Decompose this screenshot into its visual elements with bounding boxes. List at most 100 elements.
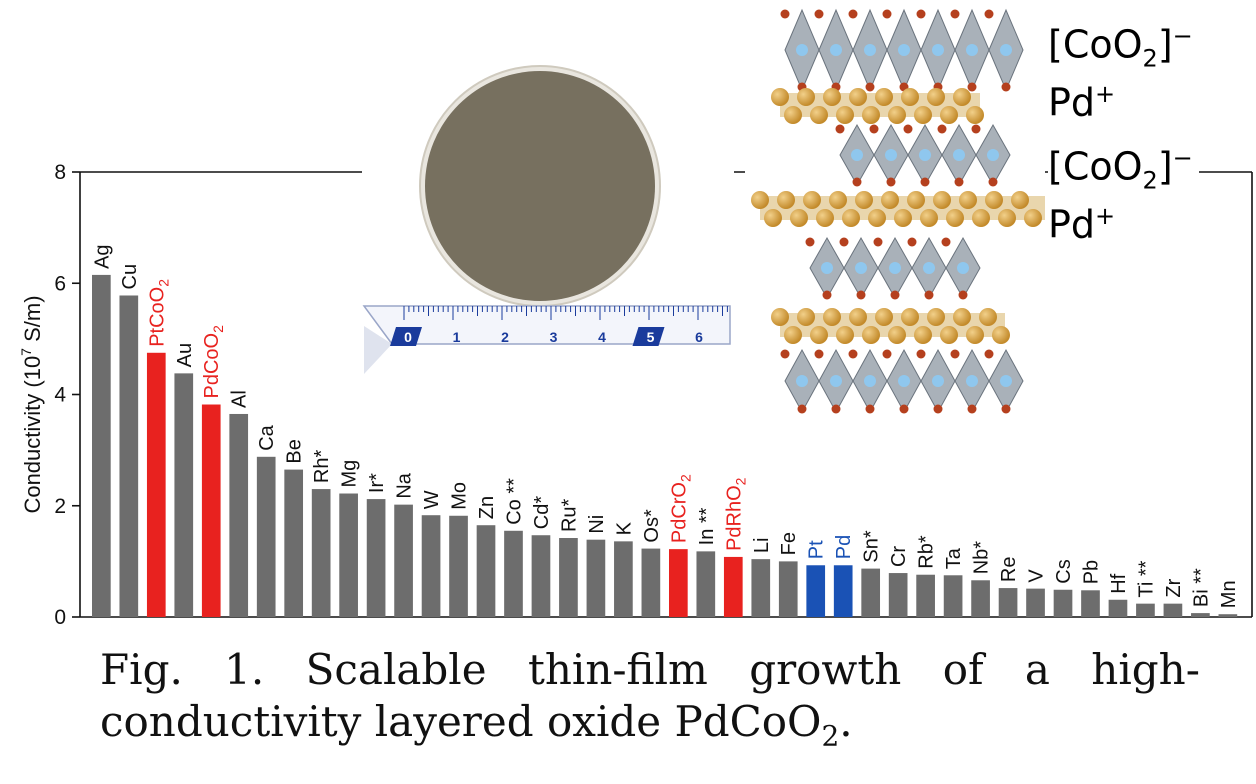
bar [806, 565, 826, 617]
bar-label: Be [284, 439, 306, 463]
bar-label: Ir* [366, 473, 388, 493]
pd-atom [823, 88, 841, 106]
pd-atom [829, 191, 847, 209]
pd-atom [959, 191, 977, 209]
pd-atom [862, 106, 880, 124]
bar-label: Fe [778, 532, 800, 555]
bar [971, 580, 990, 617]
o-atom [899, 404, 909, 414]
o-atom [907, 237, 917, 247]
pd-atom [875, 88, 893, 106]
co-atom [898, 44, 910, 56]
bar [119, 295, 139, 617]
pd-atom [901, 308, 919, 326]
bar-label: Mg [339, 460, 361, 488]
bar [256, 456, 276, 617]
bar-label: Sn* [861, 530, 883, 562]
bar [174, 373, 194, 617]
bar-label: Pd [833, 535, 855, 559]
ruler-number: 2 [501, 329, 509, 345]
pd-atom [790, 209, 808, 227]
wafer-on-ruler-illustration: 0 1 2 3 4 5 6 [362, 65, 731, 374]
o-atom [852, 177, 862, 187]
o-atom [865, 404, 875, 414]
layer-label-pd-top: Pd+ [1048, 72, 1122, 125]
ruler-number: 3 [550, 329, 558, 345]
co-atom [821, 262, 833, 274]
o-atom [971, 124, 981, 134]
caption-word: 1. [224, 645, 265, 694]
pd-atom [979, 308, 997, 326]
pd-atom [875, 308, 893, 326]
bar [229, 413, 249, 617]
bar-label: Ti ** [1135, 560, 1157, 597]
bar [723, 556, 743, 617]
o-atom [805, 237, 815, 247]
o-atom [937, 124, 947, 134]
co-atom [830, 375, 842, 387]
caption-line-2: conductivity layered oxide PdCoO2. [100, 697, 853, 753]
o-atom [856, 290, 866, 300]
bar [1108, 599, 1128, 617]
o-atom [967, 404, 977, 414]
layer-label-coo2-bottom: [CoO2]− [1048, 136, 1199, 203]
pd-atom [797, 88, 815, 106]
pd-atom [849, 88, 867, 106]
bar-label: Ca [256, 424, 278, 450]
o-atom [886, 177, 896, 187]
bar-label: Bi ** [1190, 568, 1212, 607]
pd-atom [914, 326, 932, 344]
ruler-number: 6 [695, 329, 703, 345]
o-atom [780, 9, 790, 19]
o-atom [797, 404, 807, 414]
bar-label: Mo [449, 482, 471, 510]
pd-atom [953, 308, 971, 326]
co-atom [1000, 44, 1012, 56]
sample-photo-inset: 0 1 2 3 4 5 6 [362, 44, 734, 374]
caption-word: growth [749, 645, 902, 694]
wafer-disc [425, 71, 655, 301]
co-atom [864, 44, 876, 56]
o-atom [1001, 404, 1011, 414]
pd-atom [972, 209, 990, 227]
pd-atom [855, 191, 873, 209]
o-atom [814, 349, 824, 359]
o-atom [933, 404, 943, 414]
pd-atom [777, 191, 795, 209]
bar-label: Ru* [558, 498, 580, 532]
ruler-number: 1 [453, 329, 461, 345]
pd-atom [836, 326, 854, 344]
bar-label: In ** [696, 507, 718, 545]
bar-label: PdCoO2 [201, 325, 226, 399]
caption-word: high- [1091, 645, 1200, 694]
co-atom [957, 262, 969, 274]
bar [1026, 588, 1045, 617]
co-atom [919, 149, 931, 161]
bar-label: Mn [1218, 580, 1240, 608]
co-atom [987, 149, 999, 161]
o-atom [950, 349, 960, 359]
pd-atom [771, 88, 789, 106]
o-atom [1001, 82, 1011, 92]
pd-atom [771, 308, 789, 326]
pd-atom [920, 209, 938, 227]
co-atom [932, 44, 944, 56]
pd-layer [751, 191, 1045, 227]
pd-atom [868, 209, 886, 227]
bar-label: PtCoO2 [146, 279, 171, 347]
bar [943, 575, 963, 617]
bar-label: Au [174, 343, 196, 367]
pd-atom [901, 88, 919, 106]
ruler-number: 5 [647, 329, 655, 345]
bar-label: K [613, 521, 635, 535]
bar [641, 548, 661, 617]
pd-atom [998, 209, 1016, 227]
o-atom [890, 290, 900, 300]
bar [559, 538, 578, 617]
o-atom [988, 177, 998, 187]
caption-word: thin-film [527, 645, 708, 694]
caption-word: of [942, 645, 984, 694]
bar-label: Al [229, 390, 251, 408]
bar-label: PdCrO2 [668, 474, 693, 543]
ruler-ticks [403, 306, 728, 320]
